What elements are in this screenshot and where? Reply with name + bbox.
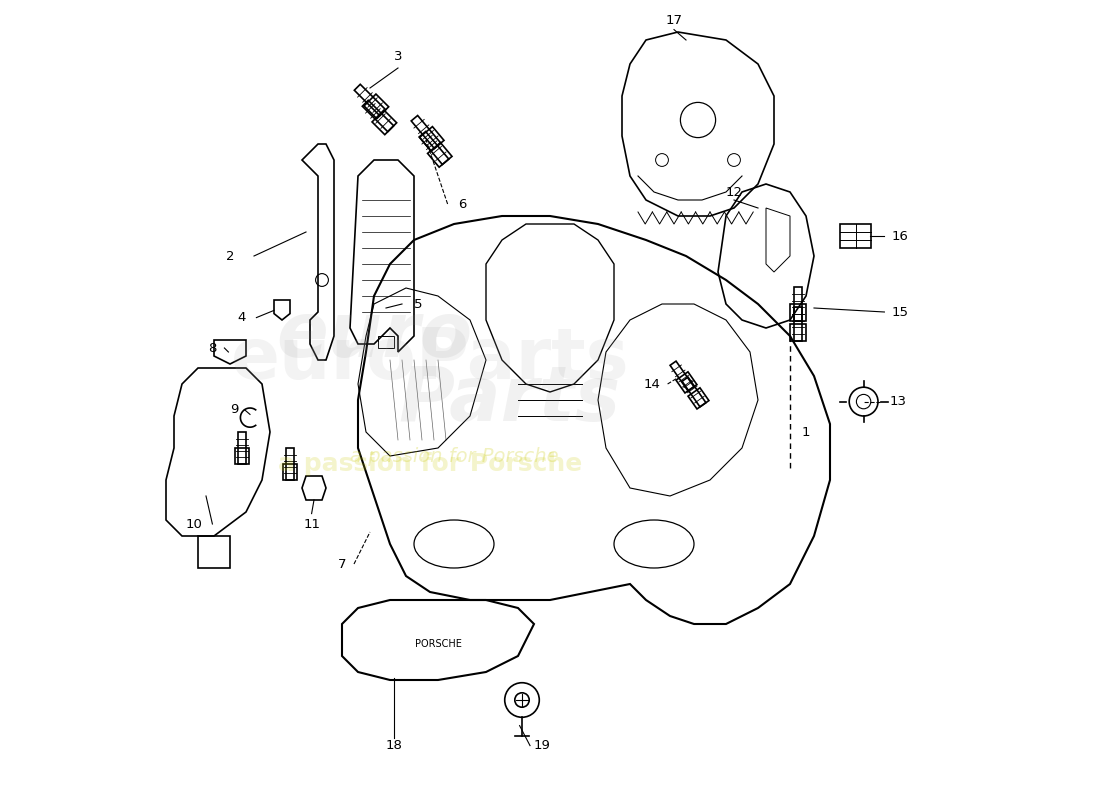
Text: 12: 12 <box>726 186 742 198</box>
Text: 3: 3 <box>394 50 403 62</box>
Text: 10: 10 <box>186 518 202 530</box>
Text: 6: 6 <box>458 198 466 210</box>
Text: Parts: Parts <box>399 363 622 437</box>
Text: 16: 16 <box>892 230 909 242</box>
Text: 9: 9 <box>230 403 239 416</box>
Text: 2: 2 <box>226 250 234 262</box>
Text: 13: 13 <box>890 395 906 408</box>
Text: 1: 1 <box>802 426 811 438</box>
Text: 14: 14 <box>644 378 661 390</box>
Text: PORSCHE: PORSCHE <box>415 639 461 649</box>
Text: 11: 11 <box>304 518 320 530</box>
Bar <box>378 336 394 348</box>
Text: 19: 19 <box>534 739 550 752</box>
Bar <box>840 224 871 248</box>
Text: a passion for Porsche: a passion for Porsche <box>350 446 559 466</box>
Text: 8: 8 <box>208 342 217 354</box>
Text: 17: 17 <box>666 14 682 26</box>
Text: euro: euro <box>276 299 472 373</box>
Text: 15: 15 <box>892 306 909 318</box>
Text: euroParts: euroParts <box>231 326 629 394</box>
Text: 18: 18 <box>386 739 403 752</box>
Text: 4: 4 <box>238 311 246 324</box>
Text: 5: 5 <box>414 298 422 310</box>
Text: a passion for Porsche: a passion for Porsche <box>278 452 582 476</box>
Text: 7: 7 <box>338 558 346 570</box>
